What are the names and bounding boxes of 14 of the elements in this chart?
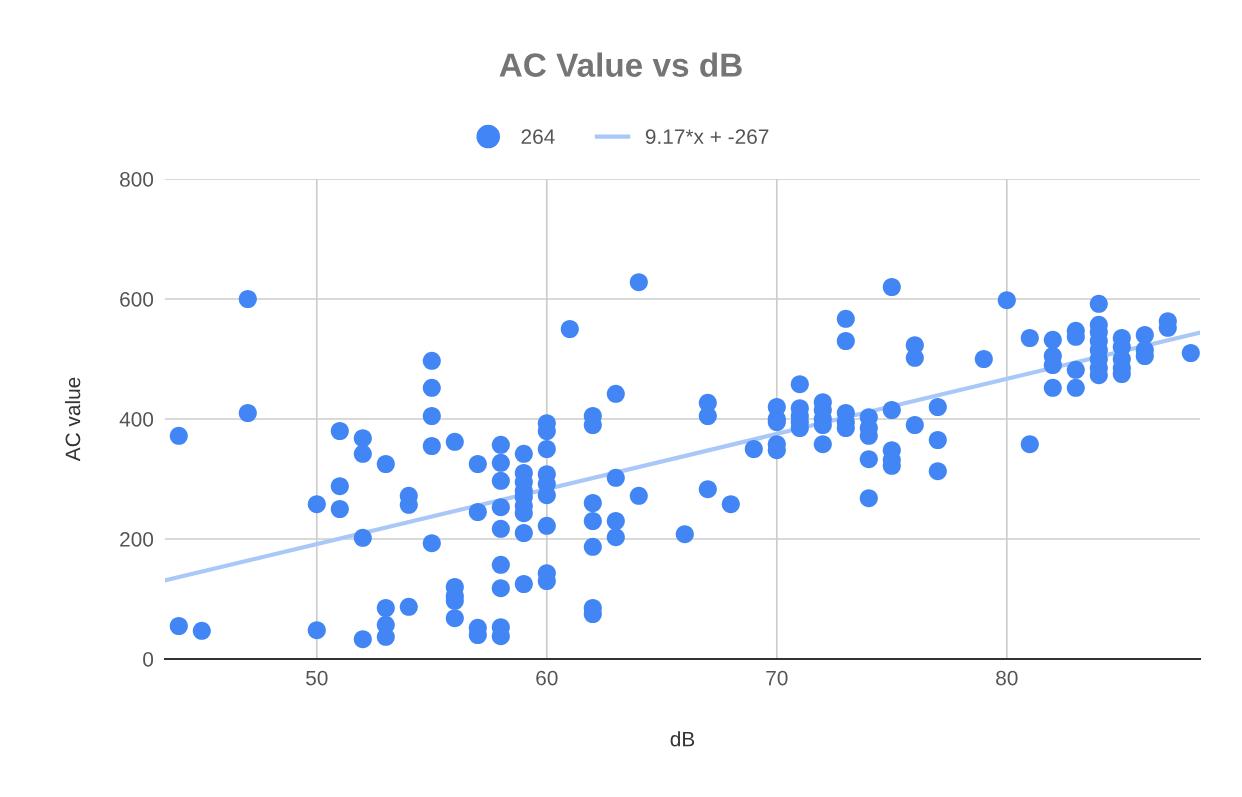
legend-label: 264 [521, 129, 555, 145]
y-tick-label: 800 [120, 172, 154, 187]
y-tick-label: 600 [120, 292, 154, 307]
y-tick-label: 200 [120, 532, 154, 547]
x-tick-label: 60 [536, 670, 558, 686]
chart-title: AC Value vs dB [499, 52, 742, 77]
x-tick-label: 50 [306, 670, 328, 686]
y-tick-label: 0 [143, 652, 154, 667]
y-axis-title: AC value [64, 377, 81, 462]
legend-label: 9.17*x + -267 [645, 129, 769, 145]
y-tick-label: 400 [119, 412, 154, 427]
x-tick-label: 80 [996, 670, 1018, 686]
x-tick-label: 70 [766, 670, 788, 686]
x-axis-title: dB [670, 731, 695, 747]
